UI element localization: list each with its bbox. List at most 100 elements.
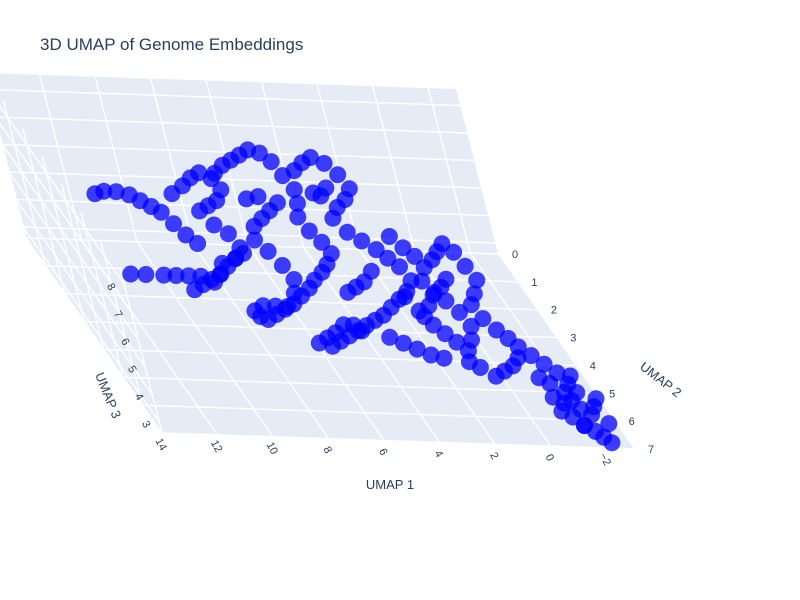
z-gridline	[0, 89, 461, 107]
y-tick-label: 1	[531, 277, 537, 289]
y-gridline	[99, 239, 144, 406]
data-point[interactable]	[600, 415, 618, 433]
data-point[interactable]	[522, 347, 540, 365]
data-point[interactable]	[246, 231, 263, 249]
data-point[interactable]	[413, 272, 431, 290]
data-point[interactable]	[338, 223, 356, 241]
data-point[interactable]	[189, 235, 207, 252]
data-point[interactable]	[437, 292, 455, 310]
x-gridline	[372, 86, 416, 252]
data-point[interactable]	[259, 311, 277, 328]
data-point[interactable]	[448, 333, 466, 351]
data-point[interactable]	[288, 194, 306, 212]
data-point[interactable]	[273, 257, 291, 274]
data-point[interactable]	[312, 187, 330, 205]
data-point[interactable]	[107, 183, 125, 201]
y-tick-label: 3	[570, 333, 576, 345]
y-gridline	[0, 133, 27, 239]
data-point[interactable]	[155, 266, 173, 284]
data-point[interactable]	[262, 153, 280, 171]
data-point[interactable]	[324, 209, 342, 227]
x-tick-label: 8	[321, 445, 334, 456]
data-point[interactable]	[245, 217, 263, 235]
data-point[interactable]	[191, 202, 209, 220]
data-point[interactable]	[339, 283, 357, 301]
y-tick-label: 0	[512, 249, 518, 261]
data-point[interactable]	[289, 208, 307, 226]
z-axis-title: UMAP 3	[92, 370, 124, 420]
y-gridline	[22, 128, 66, 294]
data-point[interactable]	[471, 359, 489, 376]
data-point[interactable]	[180, 267, 197, 285]
z-gridline	[1, 144, 139, 340]
data-point[interactable]	[424, 316, 442, 334]
data-point[interactable]	[285, 181, 303, 199]
data-point[interactable]	[186, 281, 204, 299]
data-points[interactable]	[86, 141, 621, 452]
data-point[interactable]	[315, 154, 333, 172]
data-point[interactable]	[202, 170, 220, 188]
z-gridline	[9, 171, 482, 189]
x-gridline	[427, 87, 471, 254]
x-tick-label: 10	[264, 440, 280, 456]
data-point[interactable]	[152, 203, 170, 221]
data-point[interactable]	[408, 340, 426, 358]
data-point[interactable]	[274, 167, 292, 185]
back-pane	[0, 73, 498, 254]
z-gridline	[8, 171, 146, 368]
data-point[interactable]	[205, 216, 223, 234]
x-gridline	[25, 237, 163, 434]
data-point[interactable]	[535, 355, 553, 373]
data-point[interactable]	[435, 349, 453, 367]
y-gridline	[161, 432, 635, 450]
data-point[interactable]	[603, 434, 621, 452]
data-point[interactable]	[379, 249, 397, 267]
data-point[interactable]	[541, 375, 559, 392]
data-point[interactable]	[468, 271, 486, 289]
data-point[interactable]	[177, 226, 195, 244]
data-point[interactable]	[300, 222, 318, 240]
data-point[interactable]	[436, 325, 454, 343]
data-point[interactable]	[237, 190, 255, 208]
data-point[interactable]	[456, 257, 474, 275]
x-gridline	[303, 247, 441, 443]
y-tick-label: 4	[590, 360, 596, 372]
data-point[interactable]	[86, 185, 104, 203]
data-point[interactable]	[259, 242, 277, 260]
data-point[interactable]	[250, 144, 268, 162]
data-point[interactable]	[391, 258, 408, 276]
data-point[interactable]	[395, 334, 412, 352]
data-point[interactable]	[167, 267, 185, 284]
data-point[interactable]	[324, 337, 342, 355]
data-point[interactable]	[285, 271, 303, 288]
data-point[interactable]	[137, 266, 155, 283]
z-tick-label: 4	[132, 391, 145, 402]
data-point[interactable]	[415, 259, 433, 277]
data-point[interactable]	[353, 232, 371, 250]
side-pane	[0, 95, 162, 433]
data-point[interactable]	[329, 166, 347, 184]
data-point[interactable]	[381, 328, 399, 346]
z-gridline	[15, 199, 153, 395]
data-point[interactable]	[380, 228, 398, 245]
data-point[interactable]	[487, 367, 505, 385]
y-gridline	[103, 348, 576, 367]
data-point[interactable]	[487, 321, 505, 339]
data-point[interactable]	[165, 215, 182, 233]
data-point[interactable]	[310, 334, 328, 352]
data-point[interactable]	[122, 265, 140, 283]
data-point[interactable]	[451, 303, 468, 321]
data-point[interactable]	[422, 346, 440, 364]
data-point[interactable]	[367, 241, 385, 259]
data-point[interactable]	[163, 185, 181, 203]
x-gridline	[149, 78, 194, 244]
data-point[interactable]	[406, 247, 424, 265]
data-point[interactable]	[313, 233, 331, 251]
data-point[interactable]	[445, 243, 463, 261]
data-point[interactable]	[462, 317, 480, 335]
data-point[interactable]	[394, 239, 412, 257]
data-point[interactable]	[219, 225, 237, 243]
y-gridline	[80, 212, 124, 378]
